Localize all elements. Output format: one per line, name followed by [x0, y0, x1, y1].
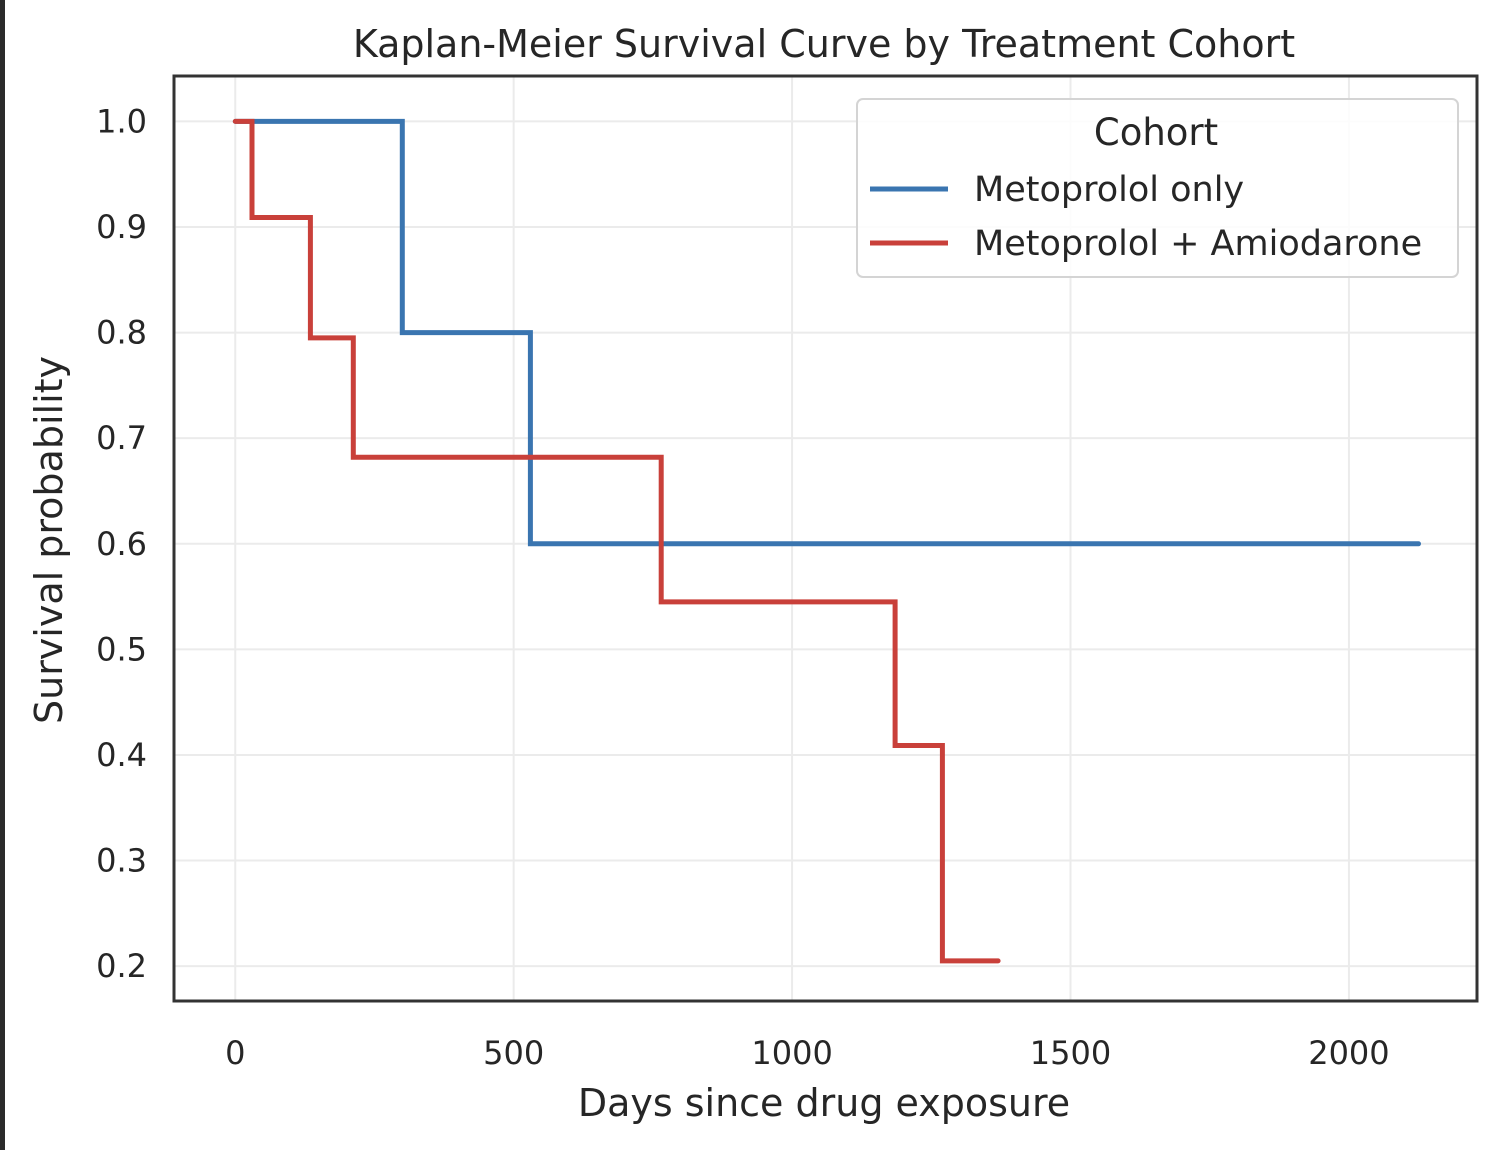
plot-frame [172, 74, 1479, 1003]
chart-title: Kaplan-Meier Survival Curve by Treatment… [353, 22, 1295, 66]
y-tick-label: 0.5 [96, 630, 147, 668]
y-tick-label: 0.7 [96, 419, 147, 457]
x-tick-label: 500 [483, 1034, 544, 1072]
legend: Cohort Metoprolol only Metoprolol + Amio… [856, 98, 1459, 278]
series-line-metoprolol-only [232, 118, 1421, 547]
x-tick-label: 1000 [751, 1034, 832, 1072]
x-tick-label: 2000 [1308, 1034, 1389, 1072]
y-axis-title: Survival probability [27, 356, 71, 724]
y-tick-label: 0.9 [96, 208, 147, 246]
y-tick-label: 0.8 [96, 314, 147, 352]
y-tick-label: 0.3 [96, 842, 147, 880]
series-layer [232, 118, 1421, 964]
series-line-metoprolol-amiodarone [232, 118, 1001, 964]
y-tick-label: 0.2 [96, 947, 147, 985]
chart-svg: Kaplan-Meier Survival Curve by Treatment… [27, 22, 1479, 1125]
legend-box [856, 98, 1459, 278]
legend-label-metoprolol-amiodarone: Metoprolol + Amiodarone [974, 224, 1422, 264]
x-tick-labels: 0 500 1000 1500 2000 [225, 1034, 1390, 1072]
legend-title: Cohort [1094, 111, 1218, 154]
x-tick-label: 0 [225, 1034, 245, 1072]
x-tick-label: 1500 [1030, 1034, 1111, 1072]
chart-figure: Kaplan-Meier Survival Curve by Treatment… [5, 0, 1498, 1150]
y-tick-label: 0.6 [96, 525, 147, 563]
y-tick-labels: 0.2 0.3 0.4 0.5 0.6 0.7 0.8 0.9 1.0 [96, 102, 147, 985]
y-tick-label: 1.0 [96, 102, 147, 140]
y-tick-label: 0.4 [96, 736, 147, 774]
legend-label-metoprolol-only: Metoprolol only [974, 170, 1244, 210]
x-axis-title: Days since drug exposure [578, 1081, 1070, 1125]
